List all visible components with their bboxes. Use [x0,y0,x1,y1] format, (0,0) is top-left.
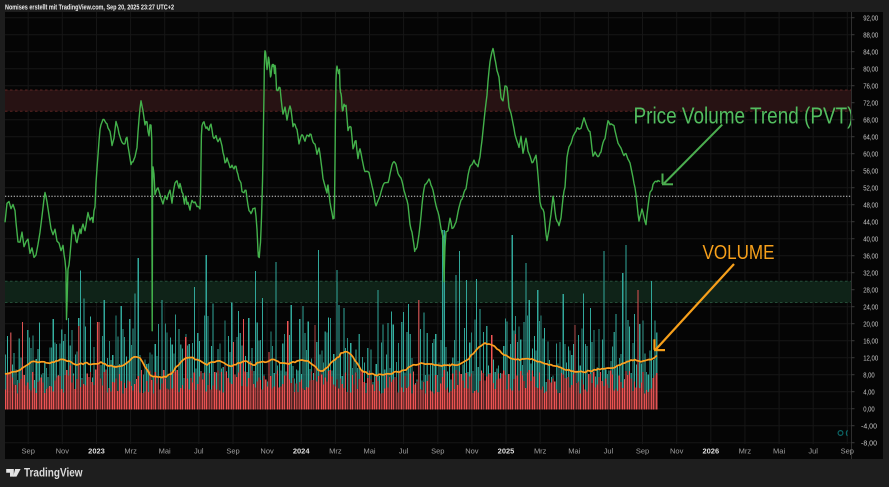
svg-text:Nov: Nov [670,447,684,456]
svg-text:VOLUME: VOLUME [703,241,775,264]
svg-text:-8,00: -8,00 [861,438,877,447]
svg-text:Jul: Jul [808,447,818,456]
svg-text:12,00: 12,00 [863,353,878,362]
svg-text:2025: 2025 [498,447,515,456]
svg-text:0,00: 0,00 [863,404,875,413]
svg-text:92,00: 92,00 [863,13,878,22]
svg-text:52,00: 52,00 [863,183,878,192]
svg-text:Mrz: Mrz [124,447,137,456]
svg-text:Sep: Sep [22,447,35,456]
svg-text:Nov: Nov [260,447,274,456]
svg-text:4,00: 4,00 [863,387,875,396]
svg-text:20,00: 20,00 [863,319,878,328]
svg-text:36,00: 36,00 [863,251,878,260]
svg-text:2026: 2026 [702,447,719,456]
svg-text:Sep: Sep [636,447,649,456]
svg-text:Jul: Jul [604,447,614,456]
svg-text:76,00: 76,00 [863,81,878,90]
svg-text:Nomises erstellt mit TradingVi: Nomises erstellt mit TradingView.com, Se… [5,2,174,11]
svg-text:16,00: 16,00 [863,336,878,345]
svg-text:Price Volume Trend (PVT): Price Volume Trend (PVT) [634,102,854,128]
svg-text:Mai: Mai [363,447,375,456]
svg-text:56,00: 56,00 [863,166,878,175]
svg-text:Sep: Sep [226,447,239,456]
svg-text:60,00: 60,00 [863,149,878,158]
svg-text:80,00: 80,00 [863,64,878,73]
svg-text:Mai: Mai [773,447,785,456]
svg-text:24,00: 24,00 [863,302,878,311]
svg-text:Nov: Nov [56,447,70,456]
svg-text:68,00: 68,00 [863,115,878,124]
svg-text:Sep: Sep [841,447,854,456]
svg-text:Sep: Sep [431,447,444,456]
svg-text:Nov: Nov [465,447,479,456]
svg-text:Mrz: Mrz [329,447,342,456]
svg-text:Mai: Mai [568,447,580,456]
svg-text:64,00: 64,00 [863,132,878,141]
svg-text:-4,00: -4,00 [861,421,877,430]
svg-text:8,00: 8,00 [863,370,875,379]
svg-text:Mai: Mai [159,447,171,456]
svg-text:48,00: 48,00 [863,200,878,209]
svg-text:84,00: 84,00 [863,47,878,56]
svg-text:40,00: 40,00 [863,234,878,243]
svg-text:Jul: Jul [399,447,409,456]
svg-text:72,00: 72,00 [863,98,878,107]
svg-text:88,00: 88,00 [863,30,878,39]
svg-text:TradingView: TradingView [24,468,83,480]
svg-text:32,00: 32,00 [863,268,878,277]
svg-text:Mrz: Mrz [534,447,547,456]
svg-text:Jul: Jul [194,447,204,456]
svg-text:44,00: 44,00 [863,217,878,226]
svg-text:2024: 2024 [293,447,311,456]
svg-text:Mrz: Mrz [739,447,752,456]
svg-text:2023: 2023 [88,447,105,456]
svg-text:28,00: 28,00 [863,285,878,294]
